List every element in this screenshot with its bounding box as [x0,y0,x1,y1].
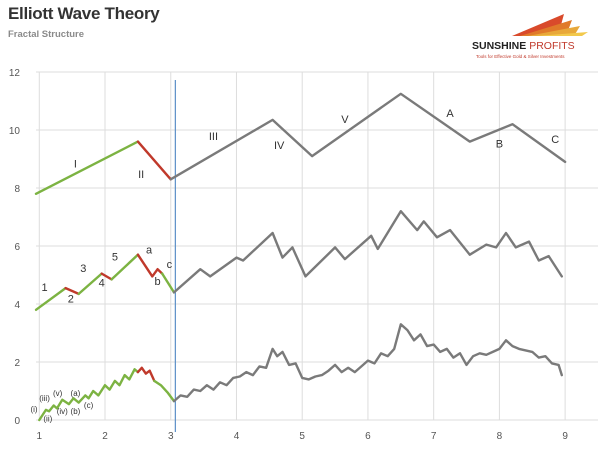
wave-label: 3 [80,263,86,275]
wave-label: 5 [112,252,118,264]
grid [36,71,598,421]
x-tick-label: 9 [562,431,568,442]
wave-series-3 [38,323,563,422]
wave-label: a [146,244,153,256]
wave-label: 4 [99,278,105,290]
wave-segment-impulse-green [38,368,140,422]
wave-segment-correction-red [100,272,113,281]
wave-segment-wave-gray [172,209,563,294]
wave-label: (iv) [57,407,68,416]
x-tick-label: 8 [497,431,503,442]
wave-label: b [155,276,161,288]
logo-tagline: Tools for Effective Gold & Silver Invest… [476,54,565,59]
wave-label: c [167,259,173,271]
x-tick-label: 4 [234,431,240,442]
wave-segment-correction-red [136,140,172,181]
x-tick-label: 7 [431,431,437,442]
x-tick-label: 3 [168,431,174,442]
wave-label: 2 [68,294,74,306]
wave-label: A [446,108,454,120]
x-tick-label: 2 [102,431,108,442]
x-tick-label: 6 [365,431,371,442]
wave-label: (c) [84,401,94,410]
wave-segment-correction-red [136,366,156,383]
wave-label: (ii) [43,414,52,423]
wave-segment-impulse-green [153,379,176,403]
y-tick-label: 2 [14,358,20,369]
wave-segment-impulse-green [110,253,140,281]
wave-segment-impulse-green [34,286,67,311]
wave-series-1 [34,92,567,196]
wave-segment-impulse-green [160,272,176,294]
wave-label: III [209,131,218,143]
wave-label: (b) [71,407,81,416]
wave-label: V [341,114,349,126]
sun-rays-icon [512,14,588,36]
wave-label: (iii) [39,394,50,403]
wave-label: IV [274,140,285,152]
x-tick-label: 5 [299,431,305,442]
logo-name: SUNSHINE PROFITS [472,40,602,52]
y-tick-label: 8 [14,184,20,195]
wave-segment-impulse-green [77,272,103,296]
chart-title: Elliott Wave Theory [8,4,160,23]
wave-segment-wave-gray [172,323,563,403]
y-tick-label: 6 [14,242,20,253]
logo-name-part2: PROFITS [529,40,575,52]
logo-name-part1: SUNSHINE [472,40,527,52]
wave-series-2 [34,209,563,311]
wave-label: (a) [71,389,81,398]
wave-label: I [74,159,77,171]
y-tick-label: 0 [14,416,20,427]
y-tick-label: 4 [14,300,20,311]
wave-segment-wave-gray [169,92,567,181]
wave-segment-correction-red [136,253,164,278]
wave-label: 1 [41,282,47,294]
wave-segment-impulse-green [34,140,140,196]
sunshine-profits-logo: SUNSHINE PROFITS Tools for Effective Gol… [472,6,602,66]
y-tick-label: 12 [9,68,21,79]
x-tick-label: 1 [37,431,43,442]
wave-label: C [551,134,559,146]
wave-label: II [138,169,144,181]
wave-segment-correction-red [64,286,80,296]
chart-subtitle: Fractal Structure [8,29,85,40]
series [34,92,567,422]
wave-label: B [496,138,503,150]
wave-label: (i) [30,405,37,414]
wave-label: (v) [53,389,63,398]
y-tick-label: 10 [9,126,21,137]
